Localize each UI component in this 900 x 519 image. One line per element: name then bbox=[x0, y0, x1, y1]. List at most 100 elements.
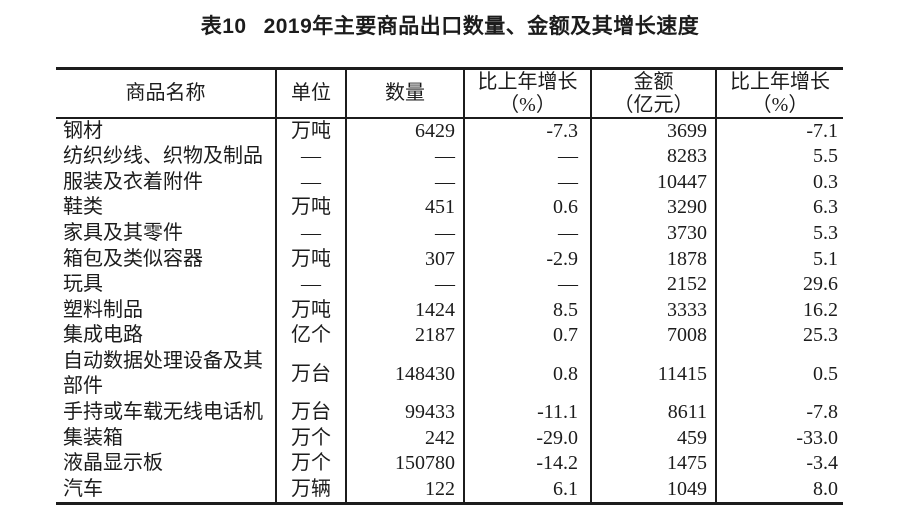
commodity-name-cell: 鞋类 bbox=[56, 195, 277, 221]
unit-cell: 亿个 bbox=[276, 323, 347, 349]
header-quantity-growth-unit: （%） bbox=[499, 93, 556, 116]
commodity-name-cell: 汽车 bbox=[56, 476, 277, 504]
commodity-name-cell: 家具及其零件 bbox=[56, 220, 277, 247]
value-growth-cell: 0.5 bbox=[813, 362, 838, 385]
value-cell: 7008 bbox=[591, 323, 717, 349]
quantity-growth-cell: -2.9 bbox=[464, 246, 592, 272]
header-commodity-name-label: 商品名称 bbox=[125, 82, 206, 104]
value-cell: 3290 bbox=[591, 195, 717, 221]
quantity-growth-cell: — bbox=[464, 271, 592, 298]
quantity-cell: 2187 bbox=[346, 323, 465, 349]
commodity-name-cell: 塑料制品 bbox=[56, 297, 277, 324]
value-growth-cell: -7.1 bbox=[806, 120, 838, 142]
table-row: 汽车 万辆 122 6.1 1049 8.0 bbox=[56, 476, 843, 504]
unit-cell: 万台 bbox=[276, 399, 347, 426]
value-growth-cell: 25.3 bbox=[803, 324, 838, 347]
header-quantity: 数量 bbox=[346, 68, 465, 119]
header-quantity-growth-label: 比上年增长 bbox=[477, 70, 578, 93]
quantity-cell: 148430 bbox=[346, 348, 465, 400]
quantity-cell: 150780 bbox=[346, 450, 465, 477]
unit-cell: — bbox=[276, 144, 347, 170]
quantity-growth-cell: -7.3 bbox=[464, 118, 592, 144]
value-cell: 3730 bbox=[591, 220, 717, 247]
value-growth-cell: 5.5 bbox=[813, 145, 838, 168]
table-row: 集装箱 万个 242 -29.0 459 -33.0 bbox=[56, 425, 843, 451]
table-row: 服装及衣着附件 — — — 10447 0.3 bbox=[56, 169, 843, 196]
commodity-name-cell: 液晶显示板 bbox=[56, 450, 277, 477]
table-row: 集成电路 亿个 2187 0.7 7008 25.3 bbox=[56, 323, 843, 349]
quantity-cell: — bbox=[346, 220, 465, 247]
value-cell: 8611 bbox=[591, 399, 717, 426]
header-value-label: 金额 bbox=[633, 70, 674, 93]
quantity-growth-cell: -29.0 bbox=[464, 425, 592, 451]
header-value-growth-label: 比上年增长 bbox=[730, 70, 830, 93]
unit-cell: 万个 bbox=[276, 450, 347, 477]
quantity-cell: 307 bbox=[346, 246, 465, 272]
value-cell: 2152 bbox=[591, 271, 717, 298]
unit-cell: 万吨 bbox=[276, 195, 347, 221]
table-row: 自动数据处理设备及其部件 万台 148430 0.8 11415 0.5 bbox=[56, 348, 843, 400]
value-growth-cell: 6.3 bbox=[813, 196, 838, 219]
value-growth-cell: -3.4 bbox=[806, 452, 838, 475]
value-cell: 1878 bbox=[591, 246, 717, 272]
quantity-growth-cell: — bbox=[464, 144, 592, 170]
quantity-cell: 6429 bbox=[346, 118, 465, 144]
header-value-unit: （亿元） bbox=[613, 93, 694, 116]
table-row: 玩具 — — — 2152 29.6 bbox=[56, 271, 843, 298]
value-cell: 11415 bbox=[591, 348, 717, 400]
header-unit-label: 单位 bbox=[291, 82, 331, 104]
table-row: 家具及其零件 — — — 3730 5.3 bbox=[56, 220, 843, 247]
unit-cell: 万台 bbox=[276, 348, 347, 400]
header-commodity-name: 商品名称 bbox=[56, 68, 277, 119]
commodity-name-cell: 手持或车载无线电话机 bbox=[56, 399, 277, 426]
value-growth-cell: 8.0 bbox=[813, 477, 838, 500]
table-row: 手持或车载无线电话机 万台 99433 -11.1 8611 -7.8 bbox=[56, 399, 843, 426]
value-growth-cell: 5.3 bbox=[813, 222, 838, 245]
export-commodities-table: 商品名称 单位 数量 比上年增长 （%） 金额 （亿元） 比上年增长 （%） bbox=[56, 67, 843, 505]
value-cell: 459 bbox=[591, 425, 717, 451]
quantity-growth-cell: 0.7 bbox=[464, 323, 592, 349]
table-row: 塑料制品 万吨 1424 8.5 3333 16.2 bbox=[56, 297, 843, 324]
unit-cell: — bbox=[276, 271, 347, 298]
header-quantity-label: 数量 bbox=[385, 82, 425, 104]
unit-cell: 万吨 bbox=[276, 118, 347, 144]
value-growth-cell: 29.6 bbox=[803, 273, 838, 296]
commodity-name-cell: 集成电路 bbox=[56, 323, 277, 349]
quantity-cell: 1424 bbox=[346, 297, 465, 324]
commodity-name-cell: 箱包及类似容器 bbox=[56, 246, 277, 272]
value-cell: 10447 bbox=[591, 169, 717, 196]
quantity-growth-cell: — bbox=[464, 220, 592, 247]
commodity-name-cell: 集装箱 bbox=[56, 425, 277, 451]
header-row: 商品名称 单位 数量 比上年增长 （%） 金额 （亿元） 比上年增长 （%） bbox=[56, 68, 843, 119]
table-number: 表10 bbox=[200, 15, 247, 38]
quantity-growth-cell: — bbox=[464, 169, 592, 196]
unit-cell: — bbox=[276, 220, 347, 247]
quantity-growth-cell: 0.6 bbox=[464, 195, 592, 221]
quantity-cell: 242 bbox=[346, 425, 465, 451]
quantity-growth-cell: -14.2 bbox=[464, 450, 592, 477]
value-growth-cell: 16.2 bbox=[803, 298, 838, 321]
header-unit: 单位 bbox=[276, 68, 347, 119]
commodity-name-cell: 纺织纱线、织物及制品 bbox=[56, 144, 277, 170]
commodity-name-cell: 钢材 bbox=[56, 118, 277, 144]
header-quantity-growth: 比上年增长 （%） bbox=[464, 68, 592, 119]
quantity-cell: — bbox=[346, 144, 465, 170]
value-cell: 3699 bbox=[591, 118, 717, 144]
table-caption: 2019年主要商品出口数量、金额及其增长速度 bbox=[263, 15, 700, 38]
quantity-cell: — bbox=[346, 169, 465, 196]
value-cell: 3333 bbox=[591, 297, 717, 324]
quantity-cell: 451 bbox=[346, 195, 465, 221]
value-growth-cell: -33.0 bbox=[796, 426, 838, 449]
quantity-growth-cell: 0.8 bbox=[464, 348, 592, 400]
value-cell: 8283 bbox=[591, 144, 717, 170]
table-row: 纺织纱线、织物及制品 — — — 8283 5.5 bbox=[56, 144, 843, 170]
quantity-cell: 122 bbox=[346, 476, 465, 504]
value-growth-cell: 5.1 bbox=[813, 247, 838, 270]
header-value: 金额 （亿元） bbox=[591, 68, 717, 119]
table-row: 液晶显示板 万个 150780 -14.2 1475 -3.4 bbox=[56, 450, 843, 477]
value-growth-cell: 0.3 bbox=[813, 170, 838, 193]
header-value-growth-unit: （%） bbox=[751, 93, 809, 116]
value-cell: 1049 bbox=[591, 476, 717, 504]
unit-cell: — bbox=[276, 169, 347, 196]
quantity-cell: — bbox=[346, 271, 465, 298]
